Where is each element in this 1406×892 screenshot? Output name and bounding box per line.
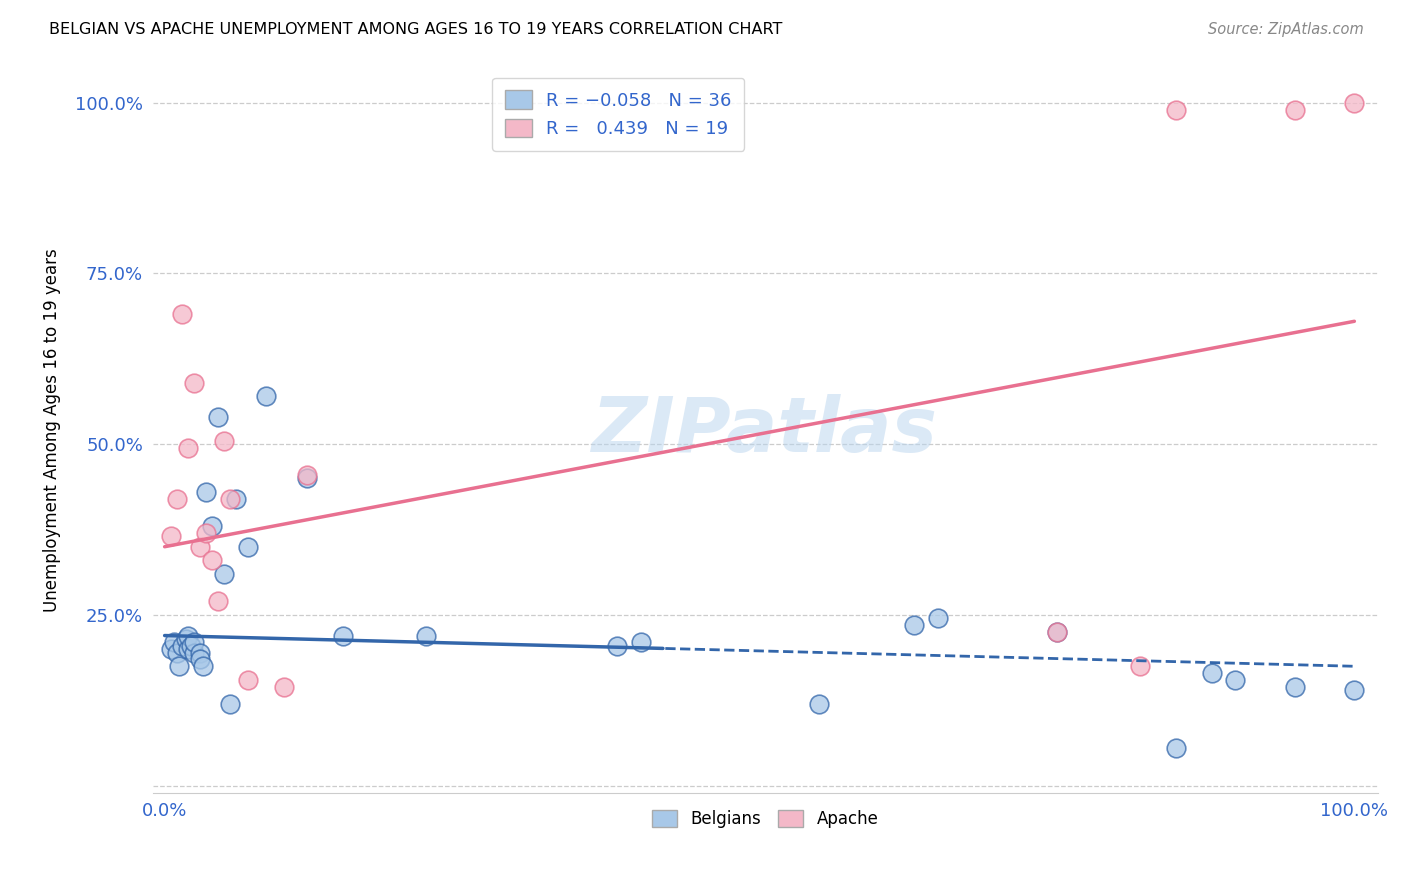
Point (177, 642, 200, 657)
Point (212, 567, 235, 582)
Point (207, 594, 229, 608)
Point (225, 491, 247, 506)
Point (177, 628, 200, 642)
Point (236, 540, 259, 554)
Legend: Belgians, Apache: Belgians, Apache (645, 804, 886, 835)
Point (1046, 625, 1069, 640)
Text: Source: ZipAtlas.com: Source: ZipAtlas.com (1208, 22, 1364, 37)
Point (172, 639, 194, 653)
Point (183, 376, 205, 390)
Point (212, 434, 235, 448)
Point (903, 618, 925, 632)
Point (188, 652, 211, 666)
Point (191, 659, 214, 673)
Point (219, 491, 242, 506)
Point (332, 628, 354, 642)
Point (159, 642, 181, 657)
Y-axis label: Unemployment Among Ages 16 to 19 years: Unemployment Among Ages 16 to 19 years (44, 249, 60, 613)
Text: ZIPatlas: ZIPatlas (592, 393, 938, 467)
Point (195, 526, 218, 541)
Point (163, 635, 186, 649)
Point (166, 491, 188, 506)
Point (236, 673, 259, 687)
Point (1046, 625, 1069, 640)
Point (195, 485, 218, 500)
Point (167, 659, 190, 673)
Point (188, 646, 211, 660)
Point (1164, 103, 1187, 117)
Point (273, 680, 295, 694)
Point (1164, 741, 1187, 756)
Point (1343, 683, 1365, 698)
Point (201, 553, 224, 567)
Point (188, 540, 211, 554)
Point (177, 441, 200, 455)
Point (1284, 680, 1306, 694)
Point (166, 646, 188, 660)
Point (172, 308, 194, 322)
Text: BELGIAN VS APACHE UNEMPLOYMENT AMONG AGES 16 TO 19 YEARS CORRELATION CHART: BELGIAN VS APACHE UNEMPLOYMENT AMONG AGE… (49, 22, 783, 37)
Point (201, 519, 224, 533)
Point (415, 628, 437, 642)
Point (1129, 659, 1152, 673)
Point (630, 635, 652, 649)
Point (183, 646, 205, 660)
Point (1225, 673, 1247, 687)
Point (219, 697, 242, 711)
Point (807, 697, 830, 711)
Point (297, 471, 319, 485)
Point (927, 611, 949, 625)
Point (297, 468, 319, 483)
Point (254, 389, 277, 403)
Point (207, 409, 229, 424)
Point (606, 639, 628, 653)
Point (183, 635, 205, 649)
Point (1284, 103, 1306, 117)
Point (174, 632, 197, 646)
Point (1343, 95, 1365, 110)
Point (1201, 666, 1223, 681)
Point (180, 639, 202, 653)
Point (159, 529, 181, 543)
